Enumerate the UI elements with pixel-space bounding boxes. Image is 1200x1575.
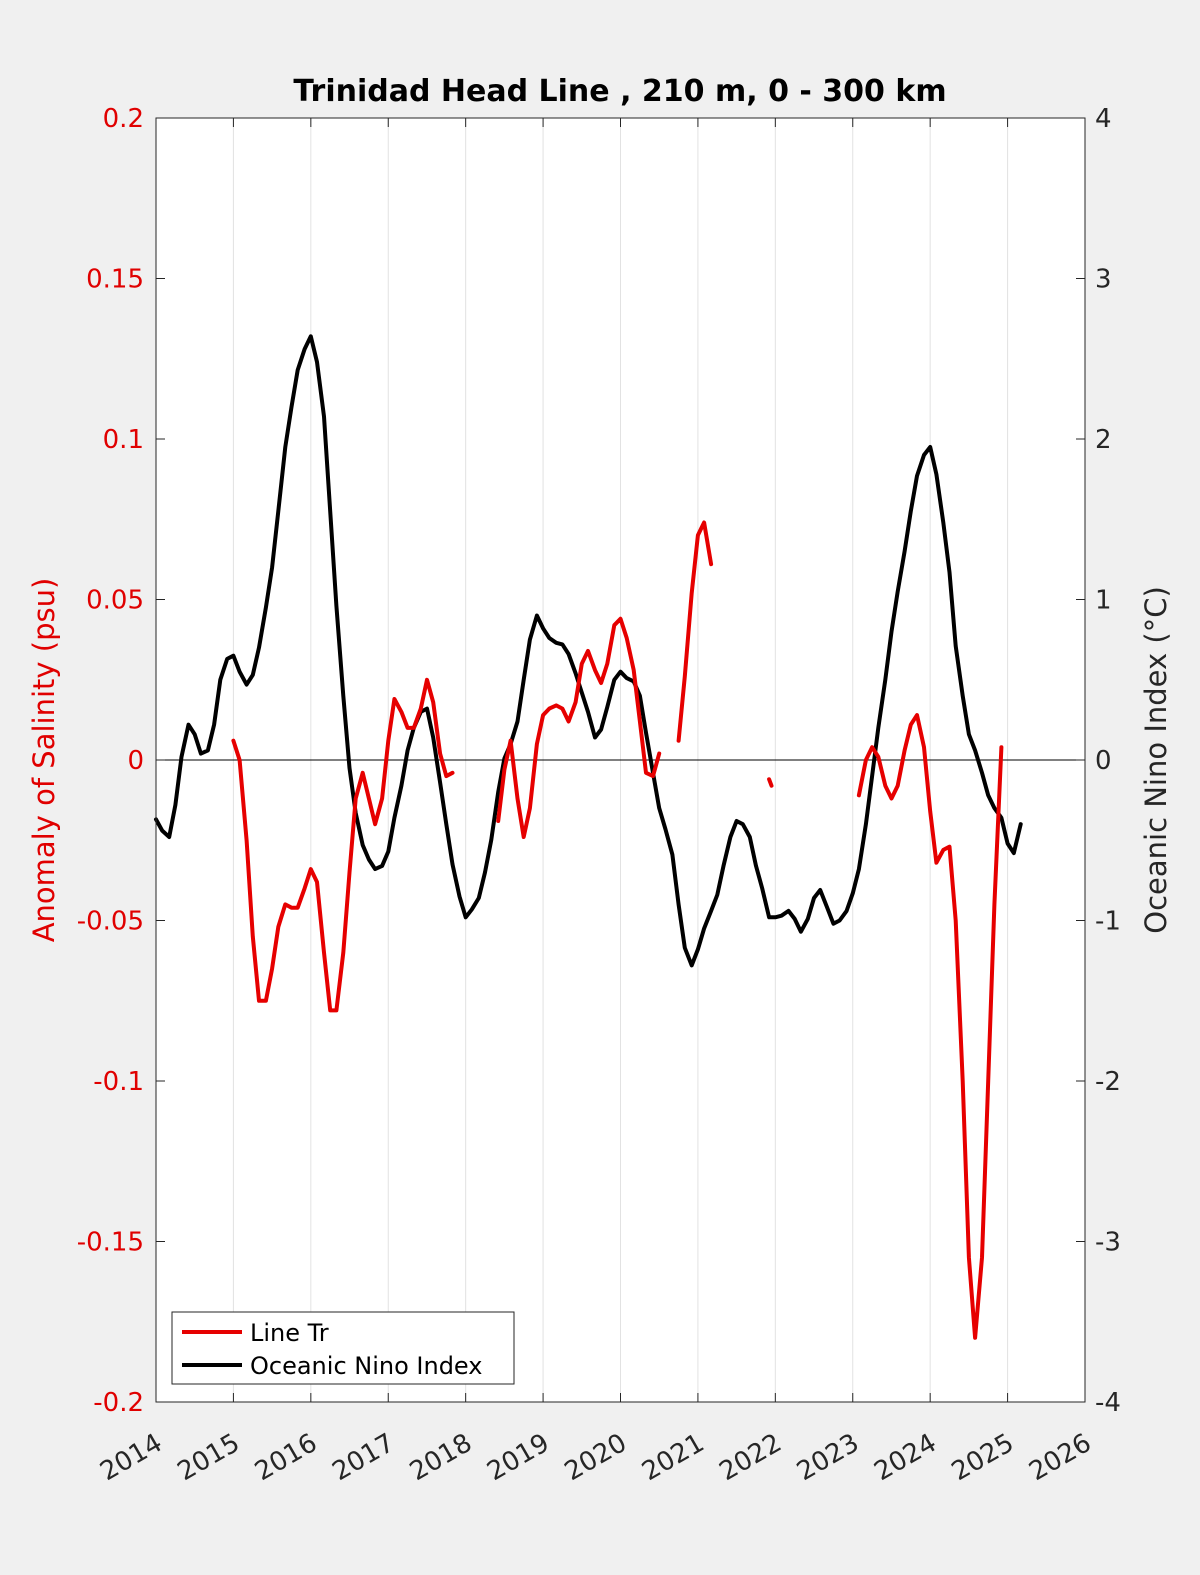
y-right-tick-label: -3 — [1095, 1228, 1121, 1258]
y-left-tick-label: -0.2 — [93, 1388, 144, 1418]
y-left-tick-label: 0 — [127, 746, 144, 776]
salinity-line-segment — [767, 777, 774, 788]
salinity-line-segment — [496, 616, 662, 839]
y-right-tick-label: -1 — [1095, 907, 1121, 937]
x-tick-label: 2024 — [869, 1428, 941, 1487]
y-right-tick-label: 1 — [1095, 586, 1112, 616]
y-right-tick-label: 2 — [1095, 425, 1112, 455]
x-tick-label: 2026 — [1024, 1428, 1096, 1487]
x-tick-label: 2023 — [792, 1428, 864, 1487]
y-left-tick-label: -0.05 — [77, 907, 144, 937]
y-left-axis-label: Anomaly of Salinity (psu) — [27, 578, 61, 943]
x-tick-label: 2014 — [95, 1428, 167, 1487]
y-left-tick-label: 0.05 — [86, 586, 144, 616]
y-left-tick-label: 0.15 — [86, 265, 144, 295]
legend-label-line-tr: Line Tr — [250, 1319, 329, 1347]
y-left-tick-label: 0.1 — [103, 425, 144, 455]
legend-label-oni: Oceanic Nino Index — [250, 1352, 482, 1380]
legend: Line Tr Oceanic Nino Index — [171, 1311, 515, 1385]
x-tick-label: 2017 — [327, 1428, 399, 1487]
x-tick-label: 2018 — [405, 1428, 477, 1487]
x-tick-label: 2021 — [637, 1428, 709, 1487]
y-right-tick-label: -2 — [1095, 1067, 1121, 1097]
series-layer — [154, 334, 1023, 1340]
x-tick-label: 2015 — [173, 1428, 245, 1487]
x-tick-label: 2022 — [715, 1428, 787, 1487]
x-tick-label: 2025 — [947, 1428, 1019, 1487]
oni-line-segment — [154, 334, 1023, 968]
salinity-line-segment — [856, 713, 1004, 1340]
x-tick-label: 2016 — [250, 1428, 322, 1487]
salinity-line-segment — [231, 677, 455, 1013]
chart-title: Trinidad Head Line , 210 m, 0 - 300 km — [293, 74, 946, 109]
salinity-line-segment — [676, 520, 714, 743]
y-right-tick-label: -4 — [1095, 1388, 1121, 1418]
y-left-tick-label: -0.15 — [77, 1228, 144, 1258]
y-right-axis-label: Oceanic Nino Index (°C) — [1139, 586, 1173, 934]
y-left-tick-label: 0.2 — [103, 104, 144, 134]
y-left-tick-label: -0.1 — [93, 1067, 144, 1097]
y-right-tick-label: 3 — [1095, 265, 1112, 295]
x-tick-label: 2020 — [560, 1428, 632, 1487]
y-right-tick-label: 0 — [1095, 746, 1112, 776]
legend-box — [171, 1311, 515, 1385]
y-right-tick-label: 4 — [1095, 104, 1112, 134]
x-tick-label: 2019 — [482, 1428, 554, 1487]
